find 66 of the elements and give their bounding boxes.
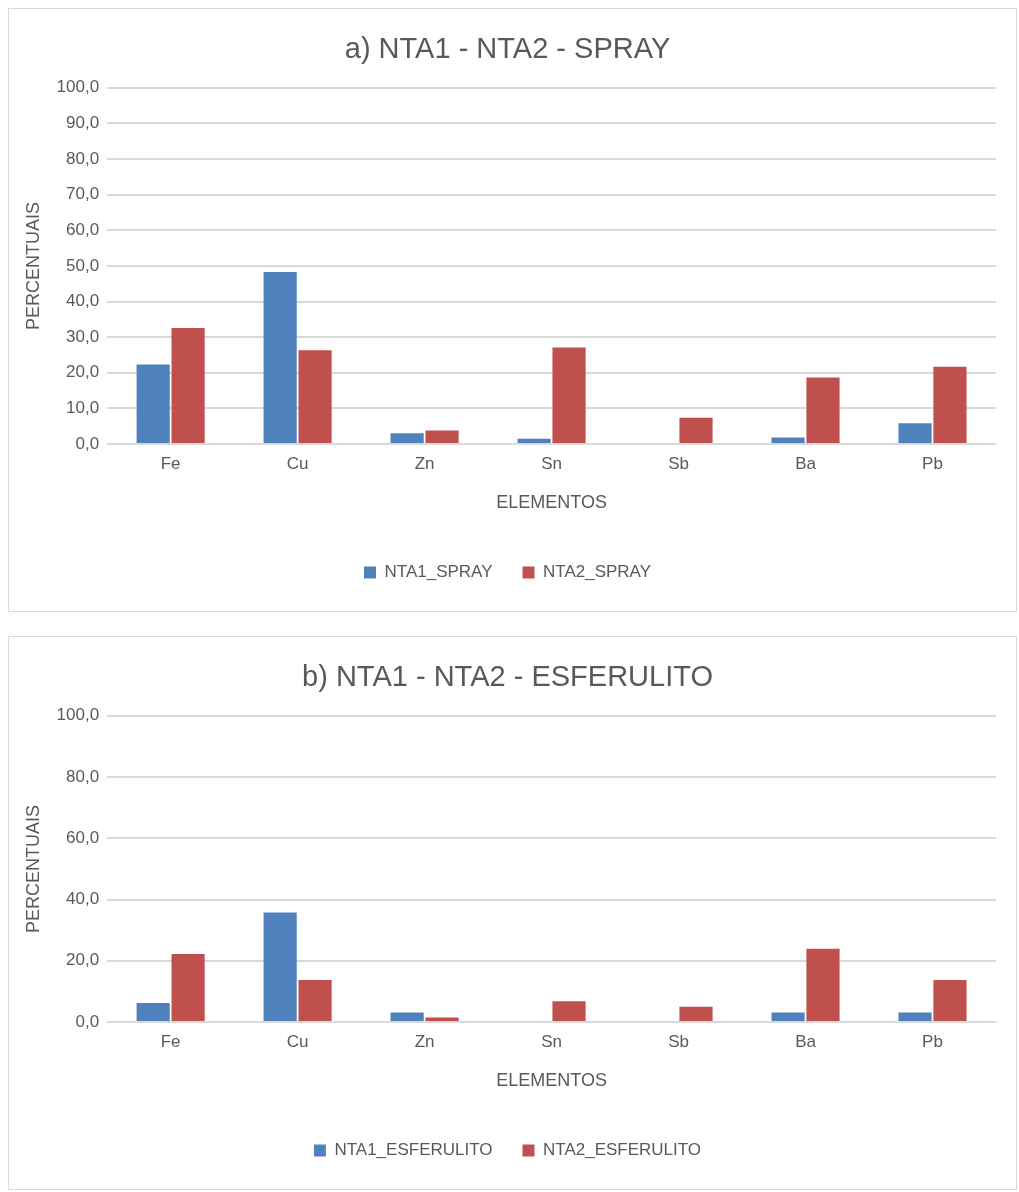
bar [552, 347, 586, 443]
bar [517, 438, 551, 443]
bar [806, 377, 840, 443]
bar [298, 980, 332, 1021]
x-tick-label: Sn [541, 1031, 562, 1051]
x-tick-label: Ba [795, 453, 817, 473]
bar [425, 430, 459, 443]
x-tick-label: Zn [414, 1031, 435, 1051]
x-tick-label: Sn [541, 453, 562, 473]
y-tick-label: 40,0 [66, 889, 100, 909]
x-tick-label: Pb [922, 1031, 943, 1051]
y-tick-label: 20,0 [66, 362, 100, 382]
x-tick-label: Cu [286, 1031, 309, 1051]
chart-title: b) NTA1 - NTA2 - ESFERULITO [302, 660, 713, 693]
legend-label: NTA1_SPRAY [384, 562, 493, 582]
bar [171, 327, 205, 443]
bar [679, 417, 713, 443]
y-tick-label: 60,0 [66, 827, 100, 847]
legend-label: NTA2_ESFERULITO [543, 1140, 702, 1160]
x-tick-label: Fe [160, 1031, 181, 1051]
y-tick-label: 100,0 [56, 705, 100, 725]
y-tick-label: 10,0 [66, 398, 100, 418]
bar [933, 366, 967, 443]
y-tick-label: 70,0 [66, 184, 100, 204]
x-axis-title: ELEMENTOS [496, 1070, 607, 1091]
bar [771, 437, 805, 443]
bar [171, 954, 205, 1021]
bar [806, 948, 840, 1021]
bar [425, 1017, 459, 1021]
bar [771, 1012, 805, 1021]
x-tick-label: Zn [414, 453, 435, 473]
y-tick-label: 80,0 [66, 766, 100, 786]
bar [298, 350, 332, 443]
y-tick-label: 40,0 [66, 291, 100, 311]
x-tick-label: Fe [160, 453, 181, 473]
y-tick-label: 30,0 [66, 326, 100, 346]
x-tick-label: Cu [286, 453, 309, 473]
y-tick-label: 80,0 [66, 148, 100, 168]
legend-label: NTA1_ESFERULITO [334, 1140, 493, 1160]
chart-title: a) NTA1 - NTA2 - SPRAY [344, 32, 671, 65]
y-tick-label: 60,0 [66, 219, 100, 239]
bar [390, 433, 424, 443]
y-tick-label: 20,0 [66, 950, 100, 970]
y-tick-label: 100,0 [56, 77, 100, 97]
bar [933, 980, 967, 1021]
bar [136, 364, 170, 443]
bar [552, 1001, 586, 1021]
y-tick-label: 0,0 [75, 433, 100, 453]
y-axis-title: PERCENTUAIS [22, 201, 43, 330]
bar [263, 271, 297, 443]
bar [898, 423, 932, 443]
bar [898, 1012, 932, 1021]
bar [136, 1003, 170, 1021]
x-tick-label: Sb [668, 1031, 689, 1051]
y-tick-label: 50,0 [66, 255, 100, 275]
x-axis-title: ELEMENTOS [496, 492, 607, 513]
x-tick-label: Sb [668, 453, 689, 473]
bar [679, 1006, 713, 1021]
bar [263, 912, 297, 1021]
bar [390, 1012, 424, 1021]
x-tick-label: Pb [922, 453, 943, 473]
y-tick-label: 0,0 [75, 1011, 100, 1031]
y-tick-label: 90,0 [66, 113, 100, 133]
y-axis-title: PERCENTUAIS [22, 804, 43, 933]
x-tick-label: Ba [795, 1031, 817, 1051]
legend-label: NTA2_SPRAY [543, 562, 652, 582]
